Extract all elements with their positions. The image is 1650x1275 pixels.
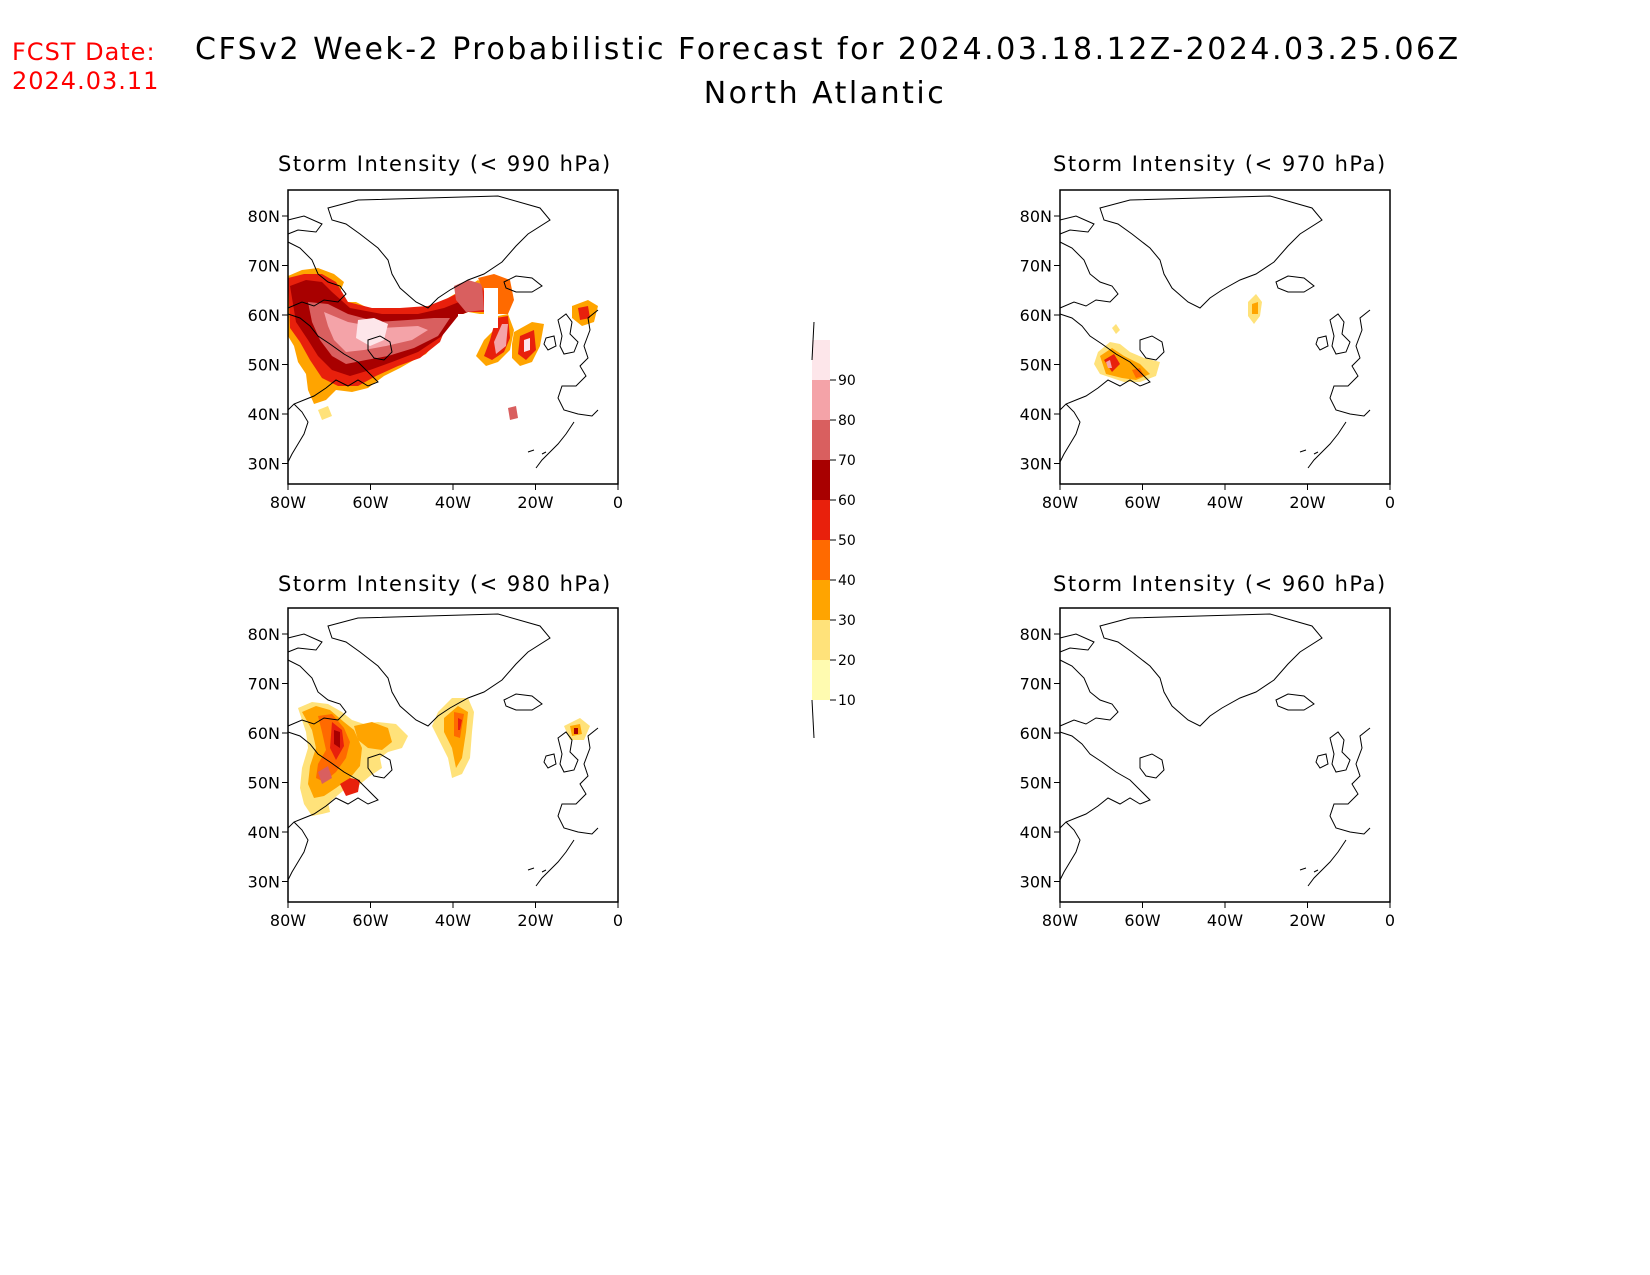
colorbar-label: 60: [838, 493, 856, 509]
lon-label: 20W: [1289, 911, 1325, 930]
colorbar-segment: [812, 620, 830, 660]
map-panel-960: [1059, 607, 1391, 903]
lat-label: 50N: [248, 356, 280, 375]
page-subtitle: North Atlantic: [703, 76, 947, 111]
lat-label: 40N: [248, 405, 280, 424]
colorbar-label: 40: [838, 573, 856, 589]
lat-label: 80N: [1020, 207, 1052, 226]
lat-label: 80N: [248, 207, 280, 226]
lon-label: 0: [1385, 493, 1395, 512]
probability-fill-970: [1094, 294, 1262, 382]
lat-label: 50N: [248, 774, 280, 793]
colorbar-segment: [812, 660, 830, 700]
axis-labels-980: 80N 70N 60N 50N 40N 30N 80W 60W 40W 20W 0: [248, 625, 623, 930]
map-frame-970: [1059, 189, 1391, 485]
lat-label: 60N: [1020, 724, 1052, 743]
panel-title-960: Storm Intensity (< 960 hPa): [1053, 572, 1387, 596]
colorbar-label: 50: [838, 533, 856, 549]
lon-label: 80W: [270, 493, 306, 512]
lat-label: 70N: [248, 257, 280, 276]
map-panel-980: [287, 607, 619, 903]
lat-label: 40N: [1020, 823, 1052, 842]
panel-title-970: Storm Intensity (< 970 hPa): [1053, 152, 1387, 176]
lat-label: 80N: [248, 625, 280, 644]
colorbar-label: 90: [838, 373, 856, 389]
lat-label: 70N: [1020, 257, 1052, 276]
probability-fill-980: [298, 698, 590, 816]
lon-label: 40W: [1207, 493, 1243, 512]
lat-label: 80N: [1020, 625, 1052, 644]
colorbar-segment: [812, 420, 830, 460]
lat-label: 70N: [1020, 675, 1052, 694]
forecast-date-label: FCST Date:: [12, 38, 156, 66]
colorbar-cap-bottom: [811, 699, 815, 739]
lon-label: 20W: [517, 911, 553, 930]
lon-label: 60W: [1124, 911, 1160, 930]
colorbar-segment: [812, 540, 830, 580]
axis-labels-960: 80N 70N 60N 50N 40N 30N 80W 60W 40W 20W 0: [1020, 625, 1395, 930]
lon-label: 0: [1385, 911, 1395, 930]
lat-label: 60N: [248, 306, 280, 325]
lon-label: 20W: [1289, 493, 1325, 512]
lon-label: 80W: [1042, 493, 1078, 512]
colorbar: 10 20 30 40 50 60 70 80 90: [811, 321, 856, 739]
map-panel-970: [1059, 189, 1391, 485]
forecast-date-value: 2024.03.11: [12, 67, 160, 95]
lon-label: 40W: [1207, 911, 1243, 930]
colorbar-label: 10: [838, 693, 856, 709]
lat-label: 60N: [1020, 306, 1052, 325]
lon-label: 60W: [1124, 493, 1160, 512]
colorbar-label: 30: [838, 613, 856, 629]
lat-label: 50N: [1020, 774, 1052, 793]
lat-label: 60N: [248, 724, 280, 743]
forecast-date-block: FCST Date: 2024.03.11: [12, 38, 159, 96]
lon-label: 60W: [352, 493, 388, 512]
lon-label: 60W: [352, 911, 388, 930]
colorbar-segment: [812, 500, 830, 540]
map-frame-960: [1059, 607, 1391, 903]
lon-label: 40W: [435, 911, 471, 930]
lon-label: 20W: [517, 493, 553, 512]
page-title: CFSv2 Week-2 Probabilistic Forecast for …: [195, 32, 1461, 67]
lat-label: 30N: [248, 455, 280, 474]
lat-label: 40N: [248, 823, 280, 842]
lat-label: 50N: [1020, 356, 1052, 375]
lat-label: 40N: [1020, 405, 1052, 424]
lon-label: 80W: [270, 911, 306, 930]
panel-title-980: Storm Intensity (< 980 hPa): [278, 572, 612, 596]
lat-label: 70N: [248, 675, 280, 694]
colorbar-label: 80: [838, 413, 856, 429]
colorbar-segment: [812, 580, 830, 620]
lat-label: 30N: [1020, 873, 1052, 892]
colorbar-segment: [812, 380, 830, 420]
colorbar-segment: [812, 340, 830, 380]
lat-label: 30N: [248, 873, 280, 892]
probability-fill-990: [288, 268, 598, 420]
colorbar-cap-top: [811, 321, 815, 361]
lon-label: 80W: [1042, 911, 1078, 930]
colorbar-label: 70: [838, 453, 856, 469]
map-panel-990: [287, 189, 619, 485]
colorbar-segment: [812, 460, 830, 500]
colorbar-label: 20: [838, 653, 856, 669]
lon-label: 0: [613, 911, 623, 930]
axis-labels-970: 80N 70N 60N 50N 40N 30N 80W 60W 40W 20W 0: [1020, 207, 1395, 512]
lon-label: 40W: [435, 493, 471, 512]
axis-labels-990: 80N 70N 60N 50N 40N 30N 80W 60W 40W 20W 0: [248, 207, 623, 512]
panel-title-990: Storm Intensity (< 990 hPa): [278, 152, 612, 176]
lat-label: 30N: [1020, 455, 1052, 474]
lon-label: 0: [613, 493, 623, 512]
